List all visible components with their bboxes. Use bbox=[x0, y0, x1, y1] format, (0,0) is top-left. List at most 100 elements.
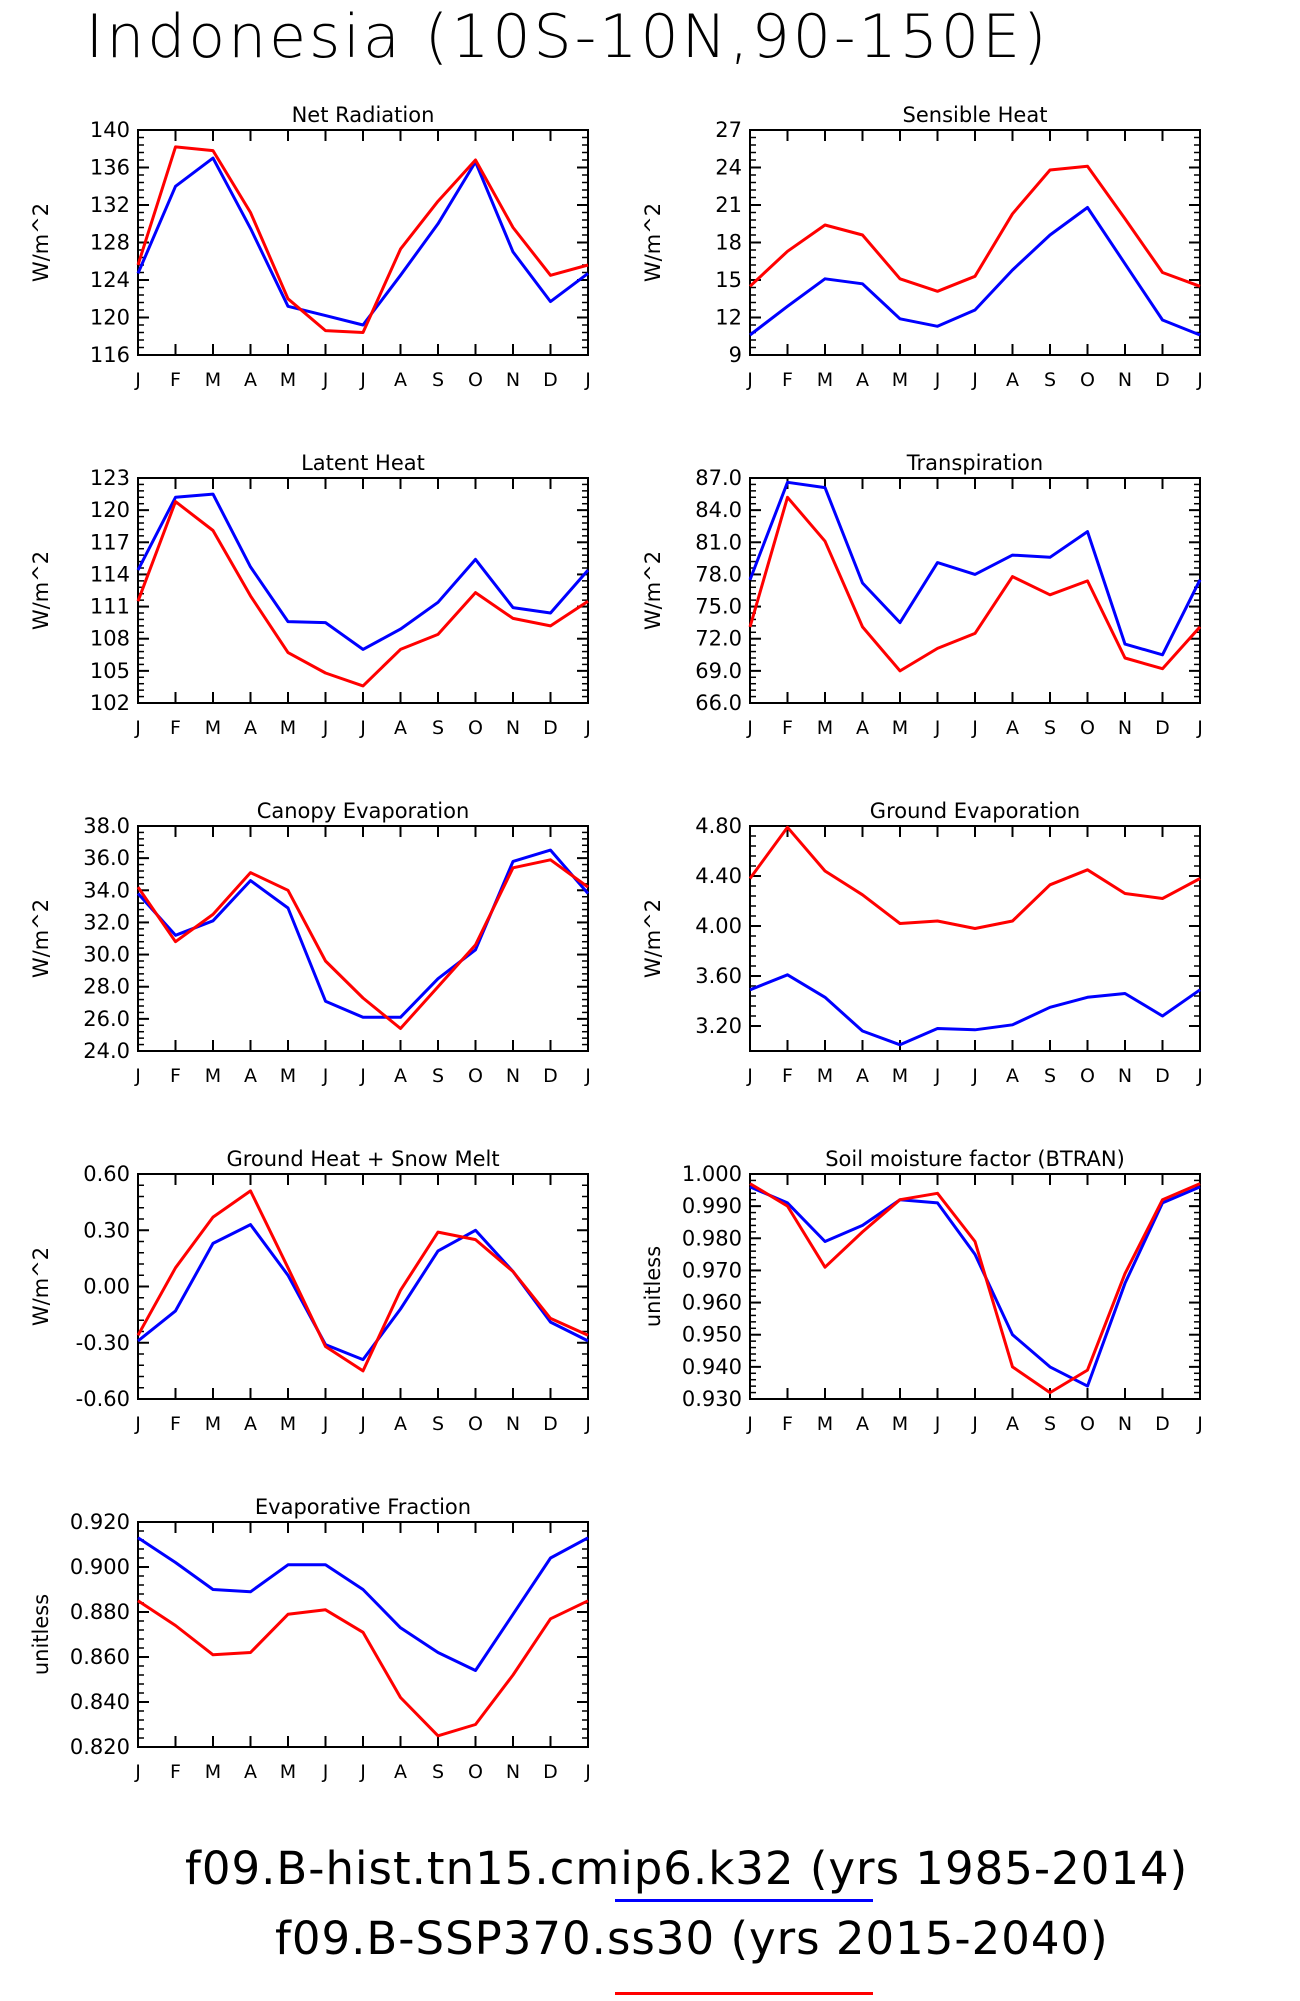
x-tick-label: S bbox=[1044, 717, 1056, 739]
x-tick-label: J bbox=[134, 717, 141, 739]
series-line-hist bbox=[137, 1223, 589, 1362]
y-tick-label: 105 bbox=[90, 659, 130, 683]
x-tick-label: J bbox=[584, 1413, 591, 1435]
x-tick-label: F bbox=[170, 369, 181, 391]
x-tick-label: M bbox=[892, 369, 908, 391]
series-line-hist bbox=[136, 848, 590, 1019]
x-tick-label: J bbox=[746, 369, 753, 391]
x-tick-label: J bbox=[134, 1413, 141, 1435]
series-line-hist bbox=[748, 480, 1202, 657]
x-tick-label: J bbox=[359, 1761, 366, 1783]
x-tick-label: M bbox=[205, 1065, 221, 1087]
legend-entry-ssp: f09.B-SSP370.ss30 (yrs 2015-2040) bbox=[275, 1912, 1109, 1965]
y-tick-label: 18 bbox=[715, 231, 742, 255]
x-tick-label: J bbox=[584, 1065, 591, 1087]
plot-frame bbox=[137, 477, 589, 704]
series-line-ssp bbox=[748, 495, 1202, 673]
y-tick-label: 66.0 bbox=[695, 691, 742, 715]
x-tick-label: S bbox=[1044, 1065, 1056, 1087]
chart-panel-9: Evaporative Fraction unitless J F M A M J J A S O N D… bbox=[29, 1495, 591, 1783]
plot-frame bbox=[137, 1173, 589, 1400]
x-tick-label: S bbox=[432, 1065, 444, 1087]
x-tick-label: A bbox=[244, 1761, 257, 1783]
x-tick-label: N bbox=[1118, 369, 1132, 391]
x-tick-label: J bbox=[584, 717, 591, 739]
x-tick-label: A bbox=[856, 717, 869, 739]
x-tick-label: O bbox=[1080, 369, 1095, 391]
series-line-ssp bbox=[748, 164, 1201, 293]
x-tick-label: J bbox=[934, 369, 941, 391]
series-line-ssp bbox=[137, 1599, 589, 1738]
x-tick-label: J bbox=[934, 1065, 941, 1087]
y-axis-label: W/m^2 bbox=[29, 551, 53, 630]
y-tick-label: 38.0 bbox=[83, 814, 130, 838]
legend-entry-ssp-years: (yrs 2015-2040) bbox=[730, 1912, 1109, 1965]
x-tick-label: D bbox=[543, 369, 558, 391]
x-tick-label: A bbox=[394, 1413, 407, 1435]
panel-title: Sensible Heat bbox=[903, 103, 1048, 127]
x-tick-label: D bbox=[1155, 369, 1170, 391]
series-line-hist bbox=[749, 1185, 1201, 1388]
x-tick-label: J bbox=[934, 717, 941, 739]
x-tick-label: O bbox=[468, 1761, 483, 1783]
y-tick-label: 0.970 bbox=[682, 1258, 742, 1282]
x-tick-label: J bbox=[1196, 1413, 1203, 1435]
x-tick-label: A bbox=[1006, 1065, 1019, 1087]
x-tick-label: O bbox=[468, 717, 483, 739]
y-tick-label: 116 bbox=[90, 343, 130, 367]
x-tick-label: M bbox=[892, 1413, 908, 1435]
x-tick-label: J bbox=[1196, 717, 1203, 739]
x-tick-label: J bbox=[746, 1413, 753, 1435]
figure-title: Indonesia (10S-10N,90-150E) bbox=[85, 2, 1050, 72]
y-tick-label: 32.0 bbox=[83, 910, 130, 934]
y-tick-label: 87.0 bbox=[695, 466, 742, 490]
y-tick-label: 27 bbox=[715, 118, 742, 142]
series-line-ssp bbox=[136, 1189, 589, 1373]
y-tick-label: 0.880 bbox=[70, 1600, 130, 1624]
x-tick-label: A bbox=[1006, 717, 1019, 739]
x-tick-label: A bbox=[244, 1413, 257, 1435]
x-tick-label: A bbox=[856, 1065, 869, 1087]
y-tick-label: 12 bbox=[715, 306, 742, 330]
x-tick-label: J bbox=[134, 1761, 141, 1783]
y-tick-label: 140 bbox=[90, 118, 130, 142]
x-tick-label: M bbox=[817, 1413, 833, 1435]
x-tick-label: M bbox=[817, 1065, 833, 1087]
x-tick-label: F bbox=[170, 1761, 181, 1783]
x-tick-label: A bbox=[394, 369, 407, 391]
x-tick-label: J bbox=[746, 1065, 753, 1087]
series-line-ssp bbox=[748, 825, 1201, 930]
y-tick-label: 0.840 bbox=[70, 1690, 130, 1714]
x-tick-label: N bbox=[1118, 1065, 1132, 1087]
x-tick-label: S bbox=[432, 369, 444, 391]
y-tick-label: 9 bbox=[729, 343, 742, 367]
x-tick-label: A bbox=[244, 717, 257, 739]
legend-entry-hist: f09.B-hist.tn15.cmip6.k32 (yrs 1985-2014… bbox=[185, 1842, 1188, 1895]
x-tick-label: N bbox=[506, 1761, 520, 1783]
y-tick-label: 102 bbox=[90, 691, 130, 715]
x-tick-label: M bbox=[817, 717, 833, 739]
y-tick-label: 0.30 bbox=[83, 1218, 130, 1242]
x-tick-label: O bbox=[468, 1065, 483, 1087]
plot-frame bbox=[749, 825, 1201, 1052]
y-tick-label: 123 bbox=[90, 466, 130, 490]
y-tick-label: 84.0 bbox=[695, 498, 742, 522]
plot-frame bbox=[749, 477, 1201, 704]
y-tick-label: 136 bbox=[90, 156, 130, 180]
y-tick-label: 78.0 bbox=[695, 562, 742, 586]
x-tick-label: J bbox=[746, 717, 753, 739]
y-tick-label: 0.820 bbox=[70, 1735, 130, 1759]
x-tick-label: F bbox=[170, 1413, 181, 1435]
series-line-hist bbox=[749, 206, 1201, 337]
y-tick-label: 75.0 bbox=[695, 595, 742, 619]
y-tick-label: 34.0 bbox=[83, 878, 130, 902]
y-tick-label: 69.0 bbox=[695, 659, 742, 683]
panel-title: Soil moisture factor (BTRAN) bbox=[825, 1147, 1125, 1171]
y-axis-label: W/m^2 bbox=[29, 899, 53, 978]
x-tick-label: J bbox=[359, 1413, 366, 1435]
y-tick-label: 4.80 bbox=[695, 814, 742, 838]
x-tick-label: O bbox=[468, 1413, 483, 1435]
legend-entry-hist-name: f09.B-hist.tn15.cmip6.k32 bbox=[185, 1842, 795, 1895]
panel-title: Ground Heat + Snow Melt bbox=[226, 1147, 499, 1171]
